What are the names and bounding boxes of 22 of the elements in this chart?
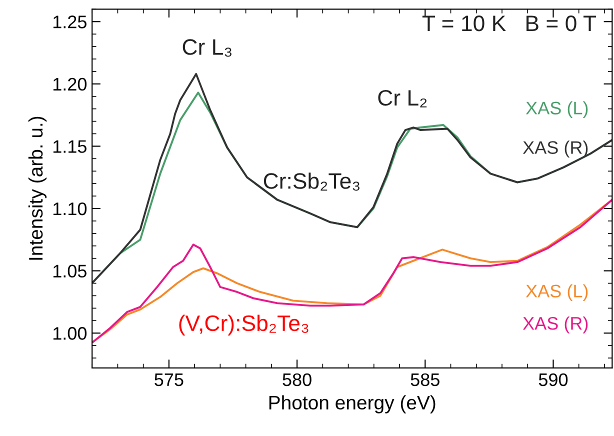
x-tick-label: 580 bbox=[282, 373, 312, 386]
x-tick-label: 575 bbox=[154, 374, 184, 386]
annotation: Cr L₃ bbox=[182, 39, 232, 57]
annotation: (V,Cr):Sb₂Te₃ bbox=[179, 314, 308, 336]
annotation: Cr:Sb₂Te₃ bbox=[264, 172, 360, 191]
annotation: Cr L₂ bbox=[378, 90, 427, 108]
x-axis-title: Photon energy (eV) bbox=[269, 395, 436, 414]
y-tick-label: 1.25 bbox=[53, 16, 86, 28]
line-series bbox=[92, 198, 612, 343]
series-label: XAS (R) bbox=[522, 140, 588, 158]
y-tick-label: 1.05 bbox=[53, 264, 86, 278]
text: XAS (R) bbox=[522, 316, 588, 334]
y-tick-label: 1.10 bbox=[53, 202, 87, 216]
y-tick-label: 1.00 bbox=[53, 327, 87, 340]
x-tick-label: 585 bbox=[410, 373, 440, 386]
x-tick-label: 590 bbox=[538, 373, 568, 386]
annotation: T = 10 K B = 0 T bbox=[422, 16, 596, 32]
series-label: XAS (L) bbox=[526, 101, 588, 118]
y-tick-label: 1.15 bbox=[53, 140, 86, 153]
y-axis-title: Intensity (arb. u.) bbox=[28, 116, 47, 260]
y-tick-label: 1.20 bbox=[53, 78, 87, 91]
series-label: XAS (L) bbox=[526, 284, 588, 302]
